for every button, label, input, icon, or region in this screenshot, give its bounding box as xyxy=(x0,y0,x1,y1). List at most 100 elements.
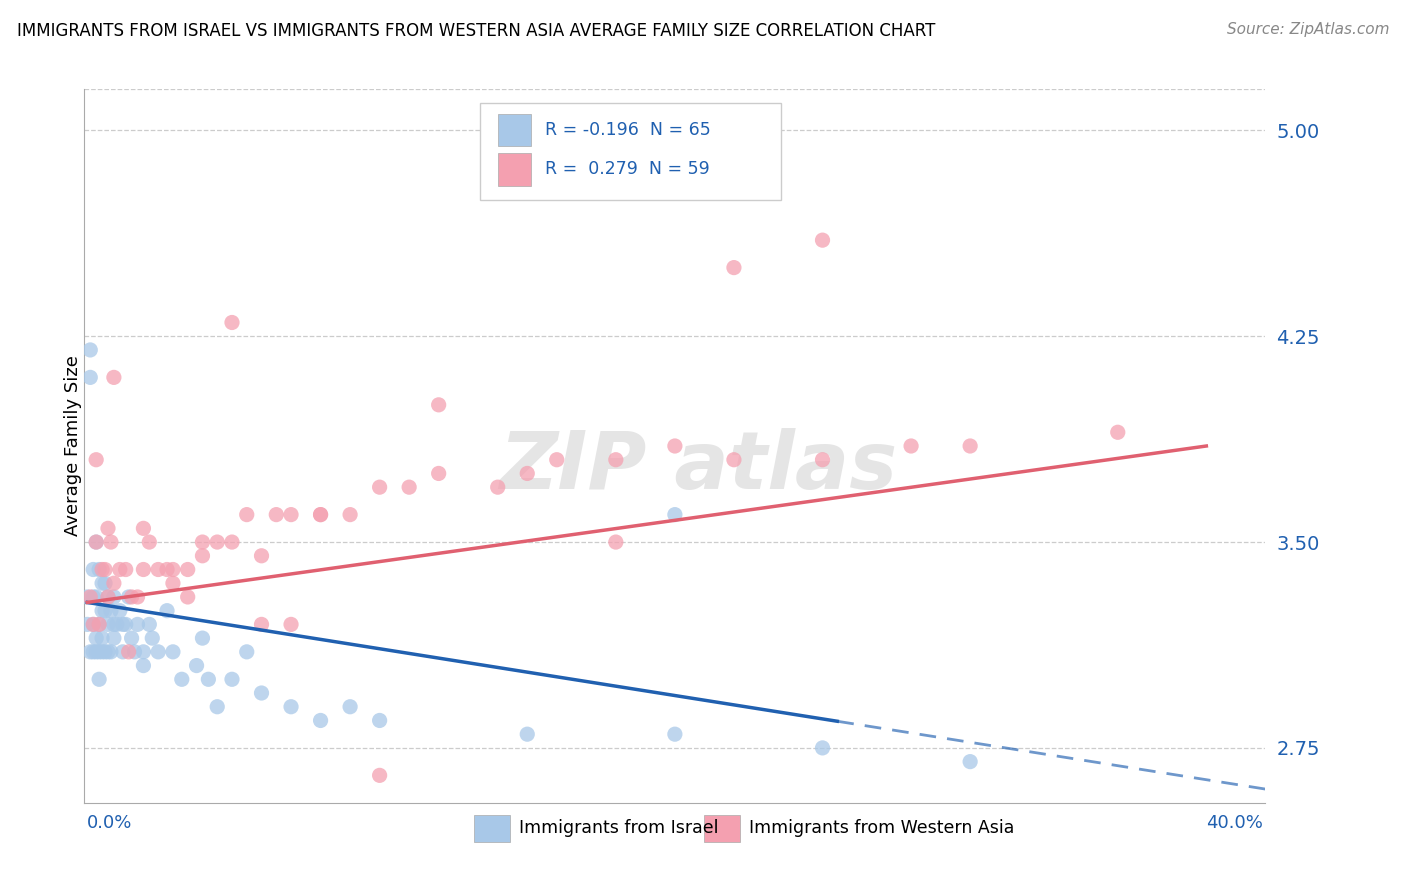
Point xyxy=(94,576,117,591)
Point xyxy=(76,590,98,604)
Text: ZIP atlas: ZIP atlas xyxy=(499,428,897,507)
Point xyxy=(221,316,243,330)
Point xyxy=(82,562,104,576)
Point xyxy=(132,562,155,576)
Text: IMMIGRANTS FROM ISRAEL VS IMMIGRANTS FROM WESTERN ASIA AVERAGE FAMILY SIZE CORRE: IMMIGRANTS FROM ISRAEL VS IMMIGRANTS FRO… xyxy=(17,22,935,40)
Point xyxy=(664,439,686,453)
Point xyxy=(132,521,155,535)
Point xyxy=(221,673,243,687)
Point xyxy=(103,576,125,591)
Point xyxy=(811,233,834,247)
Point xyxy=(108,562,131,576)
Point xyxy=(84,452,107,467)
Point xyxy=(266,508,288,522)
Point xyxy=(221,535,243,549)
Point xyxy=(427,467,450,481)
Point xyxy=(91,576,114,591)
FancyBboxPatch shape xyxy=(498,153,531,186)
Point xyxy=(811,452,834,467)
Point xyxy=(162,562,184,576)
Point xyxy=(114,617,136,632)
Point xyxy=(207,699,229,714)
Point xyxy=(280,508,302,522)
Point xyxy=(103,617,125,632)
Point xyxy=(811,740,834,755)
Text: R =  0.279  N = 59: R = 0.279 N = 59 xyxy=(546,161,710,178)
Point xyxy=(82,617,104,632)
Point xyxy=(900,439,922,453)
Point xyxy=(97,645,120,659)
Point xyxy=(162,576,184,591)
FancyBboxPatch shape xyxy=(479,103,782,200)
Point xyxy=(91,645,114,659)
Point xyxy=(339,699,361,714)
Point xyxy=(127,590,149,604)
Point xyxy=(82,645,104,659)
Point xyxy=(84,590,107,604)
Point xyxy=(516,467,538,481)
Point xyxy=(111,645,134,659)
Point xyxy=(959,439,981,453)
Point xyxy=(309,508,332,522)
Point xyxy=(76,617,98,632)
Point xyxy=(156,562,179,576)
Point xyxy=(103,631,125,645)
Point xyxy=(114,562,136,576)
Point xyxy=(97,590,120,604)
FancyBboxPatch shape xyxy=(704,815,740,842)
Point xyxy=(82,590,104,604)
Point xyxy=(723,452,745,467)
Point xyxy=(486,480,509,494)
Point xyxy=(91,562,114,576)
Point xyxy=(97,590,120,604)
Point xyxy=(605,535,627,549)
Point xyxy=(664,178,686,193)
Point xyxy=(132,645,155,659)
Point xyxy=(87,617,111,632)
Point xyxy=(516,727,538,741)
Point xyxy=(398,480,420,494)
Point xyxy=(339,508,361,522)
Point xyxy=(162,645,184,659)
Point xyxy=(94,562,117,576)
Point xyxy=(124,645,146,659)
Point xyxy=(132,658,155,673)
Point xyxy=(309,508,332,522)
Text: Immigrants from Western Asia: Immigrants from Western Asia xyxy=(749,820,1015,838)
Point xyxy=(127,617,149,632)
Point xyxy=(138,617,160,632)
Point xyxy=(170,673,193,687)
Point xyxy=(250,549,273,563)
Text: Source: ZipAtlas.com: Source: ZipAtlas.com xyxy=(1226,22,1389,37)
Point xyxy=(236,508,259,522)
Point xyxy=(121,590,143,604)
Text: 40.0%: 40.0% xyxy=(1205,814,1263,831)
Point xyxy=(141,631,163,645)
Point xyxy=(723,260,745,275)
FancyBboxPatch shape xyxy=(474,815,509,842)
Point xyxy=(94,604,117,618)
Point xyxy=(91,631,114,645)
Point xyxy=(87,673,111,687)
Point xyxy=(100,645,122,659)
Point xyxy=(250,617,273,632)
Point xyxy=(368,714,391,728)
Point xyxy=(87,645,111,659)
Point xyxy=(105,617,128,632)
Point xyxy=(1107,425,1129,440)
Point xyxy=(368,480,391,494)
Point xyxy=(118,645,141,659)
Point xyxy=(94,645,117,659)
Point xyxy=(191,535,214,549)
Text: 0.0%: 0.0% xyxy=(87,814,132,831)
Point xyxy=(197,673,219,687)
Point xyxy=(236,645,259,659)
Point xyxy=(309,714,332,728)
Point xyxy=(546,452,568,467)
Point xyxy=(84,645,107,659)
Point xyxy=(177,590,200,604)
Point xyxy=(108,604,131,618)
Point xyxy=(84,535,107,549)
Point xyxy=(79,370,101,384)
Point xyxy=(79,645,101,659)
